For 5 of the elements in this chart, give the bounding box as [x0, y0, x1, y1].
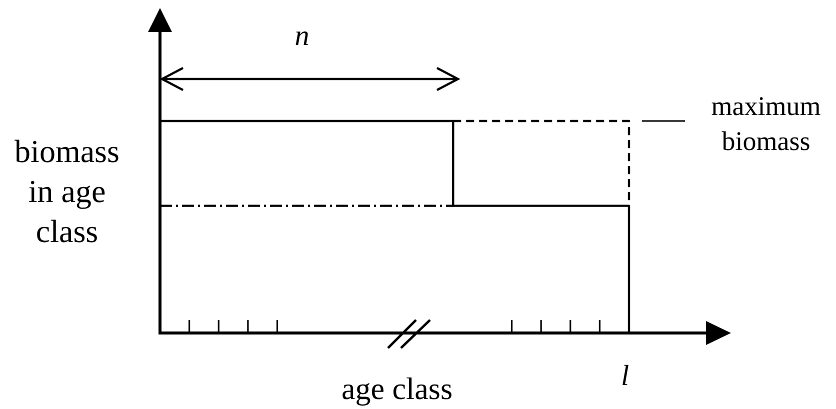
x-axis-title: age class	[341, 371, 453, 406]
y-axis-title: biomass in age class	[14, 133, 120, 249]
text: n	[294, 20, 310, 52]
text: l	[620, 360, 630, 392]
text: maximum biomass	[711, 91, 821, 156]
